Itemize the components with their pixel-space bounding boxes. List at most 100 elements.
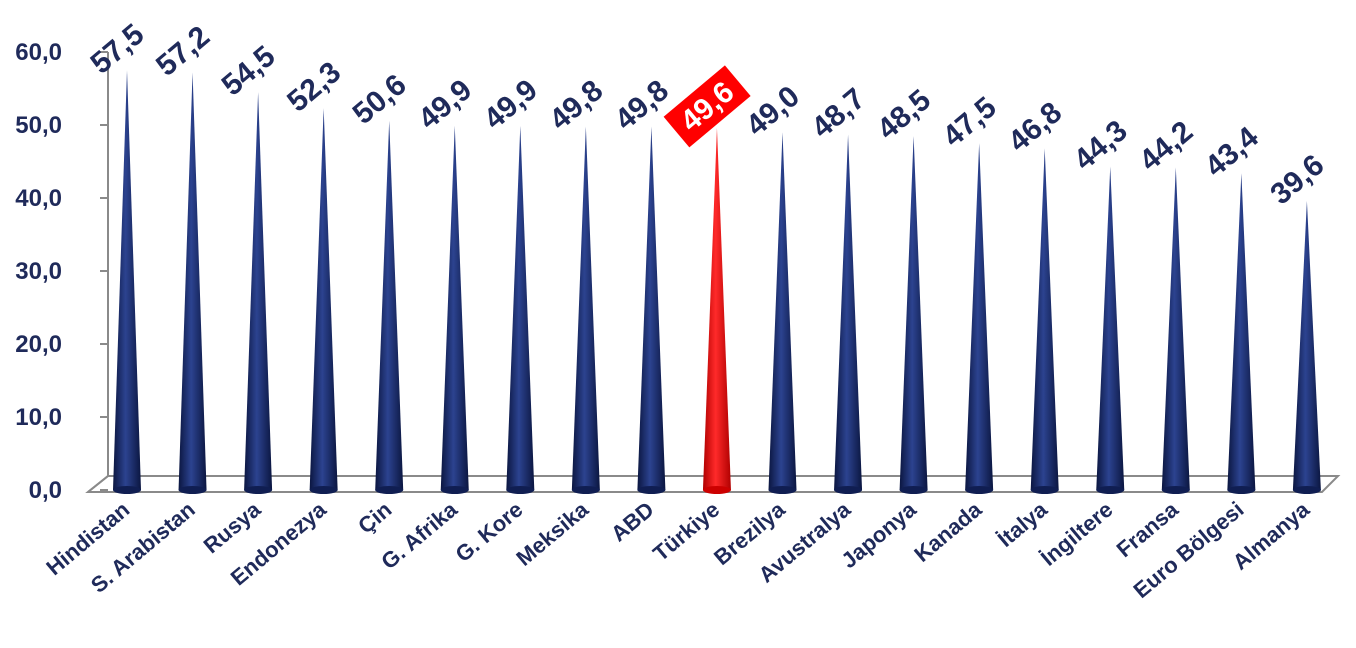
bar-cone-highlight (702, 127, 731, 491)
data-label-text: 49,0 (740, 80, 806, 143)
data-label-text: 39,6 (1264, 148, 1330, 211)
x-tick-label: Kanada (909, 496, 987, 567)
x-tick-9: ABD (606, 497, 659, 547)
bar-cone (1227, 173, 1256, 490)
bar-base (309, 486, 338, 494)
bar-base (1292, 486, 1321, 494)
bar-cone (440, 125, 469, 490)
data-label-text: 46,8 (1002, 96, 1068, 159)
bar-17 (1161, 167, 1190, 494)
bar-cone (506, 125, 535, 490)
bar-12 (834, 134, 863, 494)
data-label-6: 49,9 (412, 73, 478, 136)
bar-cone (113, 70, 141, 490)
data-label-text: 49,8 (543, 74, 609, 137)
bar-base (834, 486, 863, 494)
data-label-1: 57,5 (85, 18, 151, 81)
data-label-text: 49,9 (478, 73, 544, 136)
bar-cone (899, 135, 928, 490)
bar-base (768, 486, 797, 494)
bar-11 (768, 132, 797, 494)
data-labels: 57,5 57,2 54,5 52,3 50,6 49,9 49,9 49,8 49,8 49,6… (85, 18, 1331, 211)
bar-cone (637, 126, 666, 491)
data-label-text: 50,6 (347, 68, 413, 131)
bar-base (178, 486, 207, 494)
bar-13 (899, 135, 928, 494)
data-label-15: 46,8 (1002, 96, 1068, 159)
x-tick-label: Japonya (836, 496, 921, 573)
data-label-text: 49,9 (412, 73, 478, 136)
bar-cone (375, 120, 404, 491)
data-label-2: 57,2 (150, 20, 216, 83)
bar-18 (1227, 173, 1256, 494)
data-label-11: 49,0 (740, 80, 806, 143)
data-label-16: 44,3 (1068, 114, 1134, 177)
data-label-7: 49,9 (478, 73, 544, 136)
data-label-text: 52,3 (281, 56, 347, 119)
bar-3 (244, 92, 273, 494)
bar-base (506, 486, 535, 494)
x-tick-16: İngiltere (1036, 497, 1118, 571)
bar-base (637, 486, 666, 494)
bar-base (1227, 486, 1256, 494)
data-label-text: 48,5 (871, 83, 937, 146)
y-tick-label: 60,0 (15, 39, 62, 66)
bar-base (702, 486, 731, 494)
bar-base (440, 486, 469, 494)
bar-cone (244, 92, 273, 491)
bar-base (1096, 486, 1125, 494)
data-label-9: 49,8 (609, 74, 675, 137)
x-tick-label: ABD (606, 497, 659, 547)
bar-base (113, 486, 141, 494)
bar-1 (113, 70, 141, 494)
data-label-text: 47,5 (937, 91, 1003, 154)
data-label-text: 54,5 (216, 40, 282, 103)
y-tick-label: 0,0 (29, 477, 62, 504)
bar-cone (834, 134, 863, 491)
bar-4 (309, 108, 338, 494)
data-label-highlight-box (663, 65, 751, 148)
axes (85, 52, 1341, 493)
bar-cone (965, 143, 994, 490)
data-label-3: 54,5 (216, 40, 282, 103)
bar-cone (178, 72, 207, 490)
data-label-text: 49,8 (609, 74, 675, 137)
y-tick-label: 50,0 (15, 112, 62, 139)
bar-6 (440, 125, 469, 494)
bar-10 (702, 127, 731, 494)
bars (113, 70, 1321, 494)
data-label-text: 48,7 (806, 82, 872, 145)
data-label-4: 52,3 (281, 56, 347, 119)
x-tick-label: İngiltere (1036, 497, 1118, 571)
bar-8 (571, 126, 600, 494)
x-tick-label: Çin (353, 497, 396, 539)
data-label-12: 48,7 (806, 82, 872, 145)
x-tick-label: İtalya (993, 496, 1053, 552)
data-label-text: 43,4 (1199, 120, 1265, 183)
data-label-text: 44,2 (1133, 115, 1199, 178)
data-label-text: 57,5 (85, 18, 151, 81)
y-tick-label: 20,0 (15, 331, 62, 358)
bar-16 (1096, 166, 1125, 494)
bar-cone (1161, 167, 1190, 490)
bar-7 (506, 125, 535, 494)
data-label-19: 39,6 (1264, 148, 1330, 211)
y-tick-label: 10,0 (15, 404, 62, 431)
data-label-13: 48,5 (871, 83, 937, 146)
data-label-17: 44,2 (1133, 115, 1199, 178)
bar-cone (309, 108, 338, 491)
bar-cone (1292, 200, 1321, 491)
bar-15 (1030, 148, 1059, 494)
y-tick-label: 40,0 (15, 185, 62, 212)
bar-5 (375, 120, 404, 494)
data-label-10: 49,6 (663, 65, 751, 148)
y-tick-label: 30,0 (15, 258, 62, 285)
bar-cone (1030, 148, 1059, 491)
bar-2 (178, 72, 207, 494)
bar-base (244, 486, 273, 494)
data-label-text: 44,3 (1068, 114, 1134, 177)
data-label-5: 50,6 (347, 68, 413, 131)
bar-cone (1096, 166, 1125, 491)
bar-base (965, 486, 994, 494)
